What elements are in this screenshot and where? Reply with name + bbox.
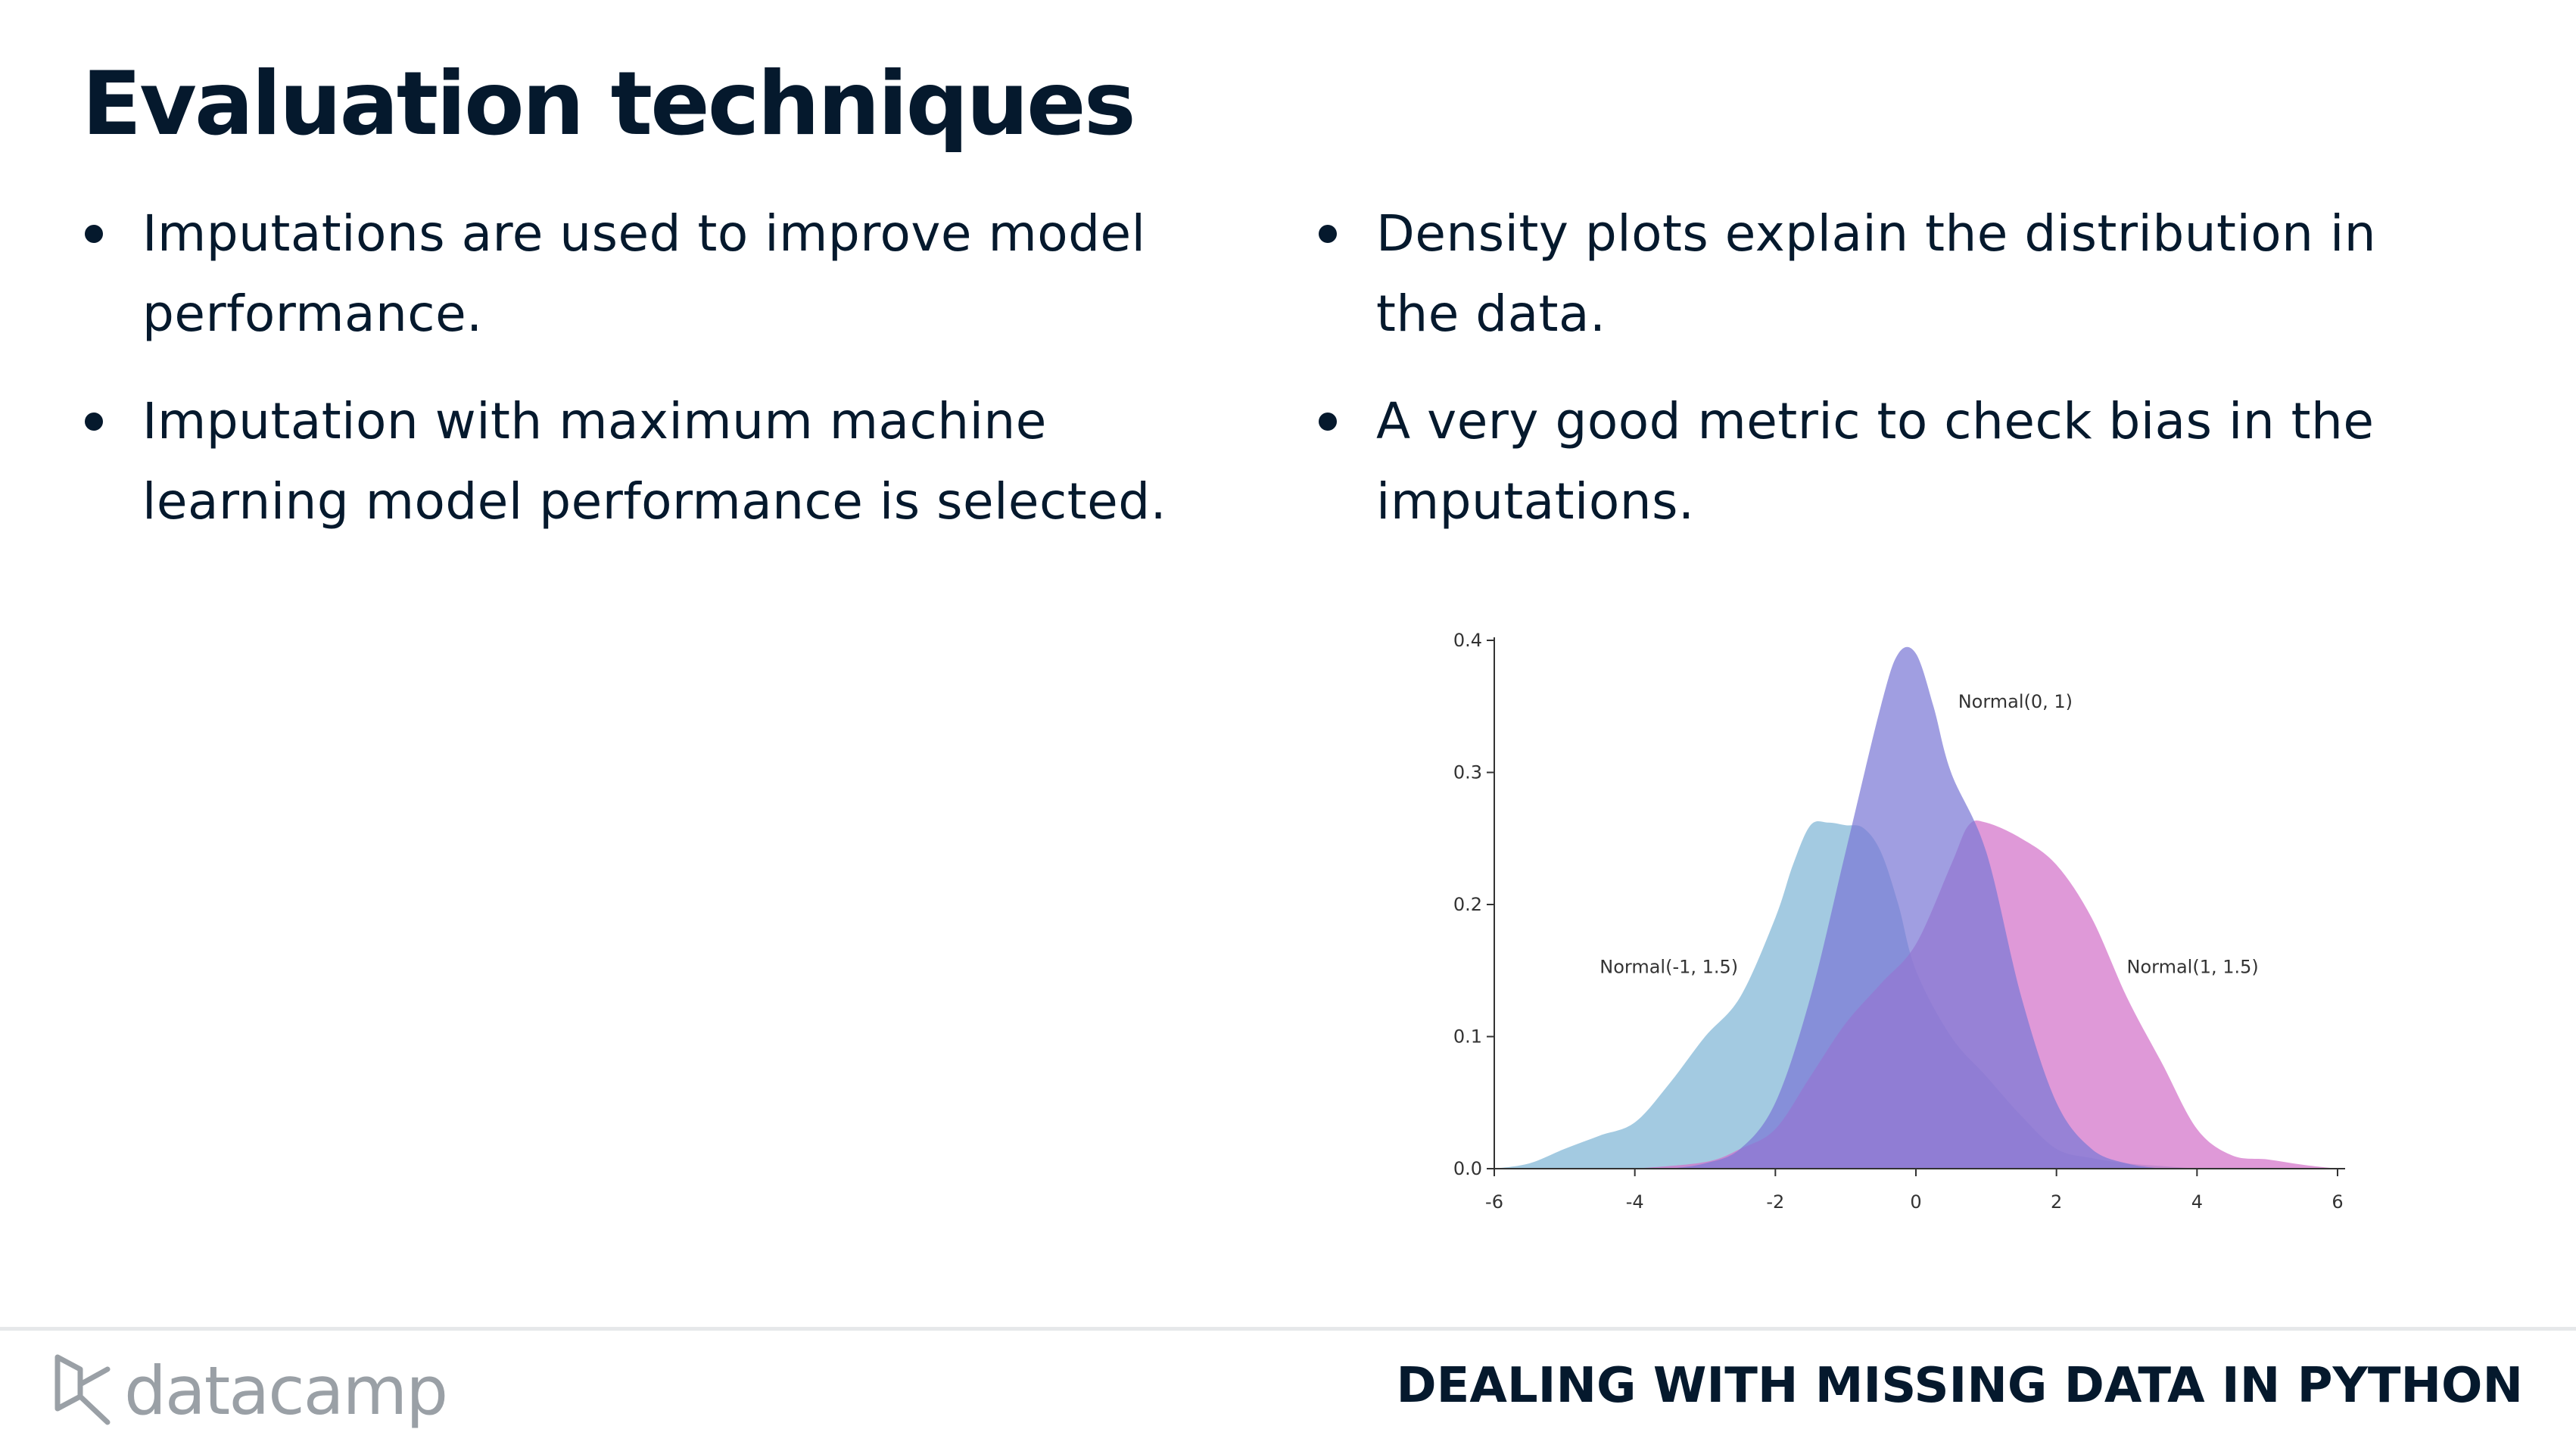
series-annotation-label: Normal(0, 1) xyxy=(1958,691,2073,712)
right-column: Density plots explain the distribution i… xyxy=(1316,194,2466,569)
y-tick-label: 0.4 xyxy=(1453,630,1482,651)
series-annotation-label: Normal(-1, 1.5) xyxy=(1599,957,1738,978)
bullet-text: Imputations are used to improve model pe… xyxy=(142,204,1146,343)
density-chart: -6 -4 -2 0 2 4 6 0.0 0.1 0.2 0.3 0.4 Normal(-1, 1.5)… xyxy=(1453,630,2345,1213)
bullet-text: A very good metric to check bias in the … xyxy=(1376,392,2375,531)
course-title: DEALING WITH MISSING DATA IN PYTHON xyxy=(1396,1358,2523,1414)
y-tick-label: 0.2 xyxy=(1453,894,1482,915)
datacamp-logo-icon xyxy=(55,1354,111,1425)
x-tick-label: -2 xyxy=(1766,1191,1784,1213)
left-bullet-list: Imputations are used to improve model pe… xyxy=(82,194,1232,542)
bullet-item: Imputations are used to improve model pe… xyxy=(82,194,1232,354)
logo-wordmark: datacamp xyxy=(124,1351,448,1430)
bullet-item: A very good metric to check bias in the … xyxy=(1316,381,2466,542)
bullet-dot-icon xyxy=(1319,413,1337,431)
density-area-series-2 xyxy=(1670,646,2162,1169)
bullet-dot-icon xyxy=(85,413,103,431)
x-tick-label: 4 xyxy=(2191,1191,2203,1213)
bullet-text: Density plots explain the distribution i… xyxy=(1376,204,2377,343)
right-bullet-list: Density plots explain the distribution i… xyxy=(1316,194,2466,542)
datacamp-logo: datacamp xyxy=(53,1349,448,1432)
bullet-dot-icon xyxy=(1319,225,1337,243)
footer-divider xyxy=(0,1327,2576,1331)
slide-title: Evaluation techniques xyxy=(82,53,1136,155)
y-tick-label: 0.1 xyxy=(1453,1026,1482,1048)
series-annotation-label: Normal(1, 1.5) xyxy=(2127,957,2259,978)
bullet-item: Imputation with maximum machine learning… xyxy=(82,381,1232,542)
x-tick-label: 6 xyxy=(2331,1191,2343,1213)
left-column: Imputations are used to improve model pe… xyxy=(82,194,1232,569)
x-tick-label: -4 xyxy=(1626,1191,1644,1213)
x-tick-label: 0 xyxy=(1910,1191,1921,1213)
x-tick-label: 2 xyxy=(2051,1191,2062,1213)
x-tick-label: -6 xyxy=(1485,1191,1503,1213)
bullet-text: Imputation with maximum machine learning… xyxy=(142,392,1167,531)
bullet-item: Density plots explain the distribution i… xyxy=(1316,194,2466,354)
y-tick-label: 0.0 xyxy=(1453,1158,1482,1179)
bullet-dot-icon xyxy=(85,225,103,243)
y-tick-label: 0.3 xyxy=(1453,762,1482,783)
